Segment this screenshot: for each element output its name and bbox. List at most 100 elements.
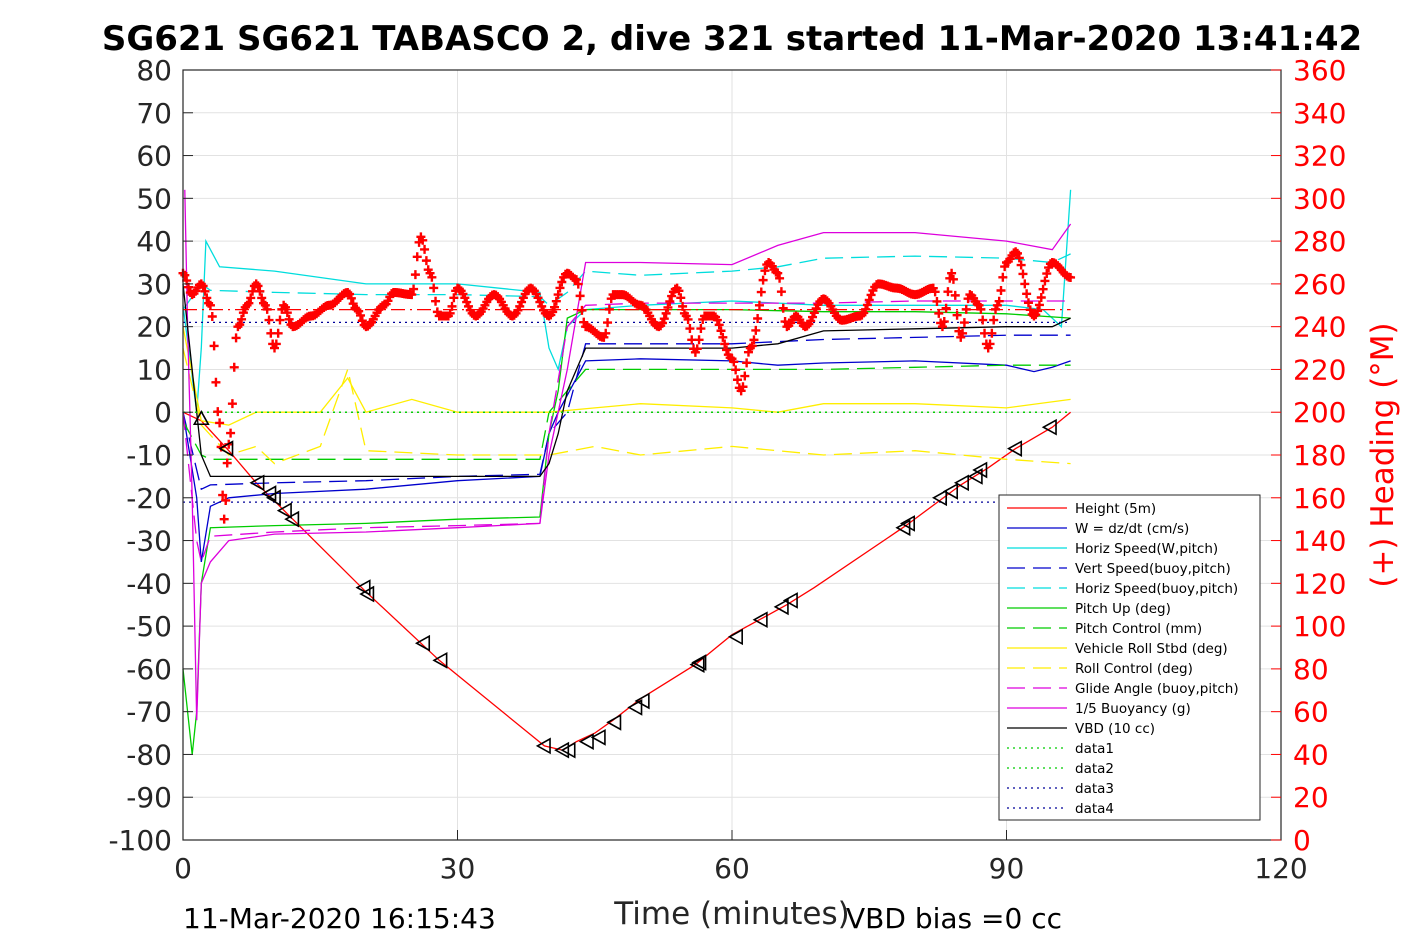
heading-marker <box>1020 279 1030 289</box>
heading-marker <box>1018 269 1028 279</box>
triangle-marker <box>1041 418 1057 436</box>
heading-marker <box>180 270 190 280</box>
y-tick-label: -10 <box>126 439 172 472</box>
heading-marker <box>676 293 686 303</box>
legend-label: data1 <box>1075 741 1114 757</box>
heading-marker <box>961 304 971 314</box>
triangle-marker <box>727 628 743 646</box>
heading-marker <box>221 495 231 505</box>
right-tick-label: 280 <box>1293 225 1346 258</box>
y-axis-label-right: (+) Heading (°M) <box>1365 322 1401 587</box>
heading-marker <box>549 302 559 312</box>
heading-marker <box>238 308 248 318</box>
y-tick-label: 50 <box>136 182 172 215</box>
heading-marker <box>760 266 770 276</box>
y-tick-label: 0 <box>154 396 172 429</box>
heading-marker <box>207 312 217 322</box>
heading-marker <box>407 290 417 300</box>
heading-marker <box>692 344 702 354</box>
y-tick-label: -50 <box>126 610 172 643</box>
triangle-marker <box>967 468 983 485</box>
right-tick-label: 300 <box>1293 182 1346 215</box>
legend-label: Pitch Control (mm) <box>1075 621 1202 637</box>
heading-marker <box>1022 289 1032 299</box>
heading-marker <box>948 274 958 284</box>
heading-marker <box>937 322 947 332</box>
heading-marker <box>410 270 420 280</box>
triangle-marker <box>192 409 210 426</box>
heading-marker <box>930 287 940 297</box>
triangle-marker <box>942 483 958 500</box>
heading-marker <box>209 341 219 351</box>
heading-marker <box>952 310 962 320</box>
heading-marker <box>229 362 239 372</box>
heading-marker <box>244 298 254 308</box>
right-tick-label: 360 <box>1293 54 1346 87</box>
series-line <box>182 364 1071 460</box>
heading-marker <box>215 418 225 428</box>
heading-marker <box>282 308 292 318</box>
heading-marker <box>720 339 730 349</box>
y-tick-label: -100 <box>108 824 172 857</box>
heading-marker <box>1042 269 1052 279</box>
heading-marker <box>551 296 561 306</box>
legend-label: Height (5m) <box>1075 501 1156 517</box>
triangle-marker <box>414 634 431 652</box>
triangle-marker <box>560 741 576 759</box>
triangle-marker <box>276 502 292 519</box>
heading-marker <box>262 304 272 314</box>
heading-marker <box>1040 276 1050 286</box>
y-tick-label: 30 <box>136 268 172 301</box>
triangle-marker <box>691 654 707 671</box>
heading-marker <box>226 428 236 438</box>
legend-label: Vehicle Roll Stbd (deg) <box>1075 641 1228 657</box>
heading-marker <box>264 315 274 325</box>
heading-marker <box>950 290 960 300</box>
right-tick-label: 260 <box>1293 268 1346 301</box>
y-tick-label: -30 <box>126 525 172 558</box>
heading-marker <box>718 332 728 342</box>
heading-marker <box>237 314 247 324</box>
heading-marker <box>958 328 968 338</box>
y-tick-label: -60 <box>126 653 172 686</box>
triangle-marker <box>432 651 448 669</box>
heading-marker <box>694 335 704 345</box>
heading-marker <box>934 308 944 318</box>
triangle-marker <box>634 692 650 710</box>
right-tick-label: 180 <box>1293 439 1346 472</box>
triangle-marker <box>355 579 371 596</box>
legend-label: 1/5 Buoyancy (g) <box>1075 701 1191 717</box>
x-axis-label: Time (minutes) <box>613 896 849 932</box>
y-tick-label: -40 <box>126 567 172 600</box>
heading-marker <box>943 287 953 297</box>
triangle-marker <box>590 728 606 746</box>
x-tick-label: 30 <box>440 852 476 885</box>
triangle-marker <box>359 585 375 603</box>
series-line <box>184 189 1072 721</box>
heading-marker <box>601 328 611 338</box>
right-tick-label: 340 <box>1293 97 1346 130</box>
legend-label: W = dz/dt (cm/s) <box>1075 521 1189 537</box>
heading-marker <box>219 514 229 524</box>
triangle-marker <box>953 474 969 492</box>
y-tick-label: -70 <box>126 696 172 729</box>
x-tick-label: 0 <box>174 852 192 885</box>
y-tick-label: 10 <box>136 353 172 386</box>
legend-label: Roll Control (deg) <box>1075 661 1193 677</box>
heading-marker <box>553 290 563 300</box>
right-tick-label: 80 <box>1293 653 1329 686</box>
heading-marker <box>985 339 995 349</box>
heading-marker <box>211 377 221 387</box>
heading-marker <box>356 310 366 320</box>
heading-marker <box>758 275 768 285</box>
heading-marker <box>577 305 587 315</box>
heading-marker <box>427 272 437 282</box>
triangle-marker <box>773 598 789 616</box>
heading-marker <box>235 320 245 330</box>
heading-marker <box>749 335 759 345</box>
heading-marker <box>932 296 942 306</box>
heading-marker <box>773 268 783 278</box>
x-tick-label: 90 <box>989 852 1025 885</box>
heading-marker <box>284 314 294 324</box>
